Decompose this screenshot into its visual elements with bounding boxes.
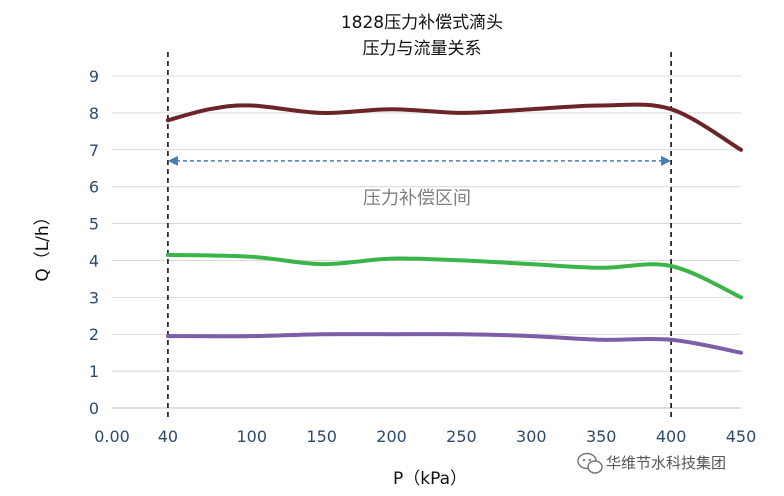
wechat-icon: [577, 452, 603, 474]
x-tick-label-400: 400: [656, 427, 687, 446]
x-tick-label-200: 200: [376, 427, 407, 446]
watermark-text: 华维节水科技集团: [606, 454, 726, 472]
y-tick-labels: 0 1 2 3 4 5 6 7 8 9: [89, 67, 99, 418]
y-tick-label-2: 2: [89, 325, 99, 344]
gridlines: [112, 75, 741, 409]
series-line-3: [165, 332, 743, 355]
series-lines: [165, 102, 743, 355]
x-tick-label-0.00: 0.00: [94, 427, 130, 446]
y-tick-label-8: 8: [89, 104, 99, 123]
y-tick-label-9: 9: [89, 67, 99, 86]
chart-title-line-1: 1828压力补偿式滴头: [341, 13, 503, 33]
range-arrow-head-right: [661, 155, 672, 166]
range-annotation-label: 压力补偿区间: [363, 188, 471, 209]
series-line-1: [165, 102, 743, 152]
y-tick-label-3: 3: [89, 288, 99, 307]
x-tick-label-450: 450: [726, 427, 757, 446]
y-tick-label-4: 4: [89, 251, 99, 270]
y-axis-label: Q（L/h）: [33, 208, 53, 281]
y-tick-label-7: 7: [89, 141, 99, 160]
y-tick-label-0: 0: [89, 399, 99, 418]
y-tick-label-5: 5: [89, 215, 99, 234]
compensation-range-annotation: 压力补偿区间: [167, 155, 672, 209]
x-tick-label-300: 300: [516, 427, 547, 446]
x-tick-label-100: 100: [237, 427, 268, 446]
y-tick-label-6: 6: [89, 178, 99, 197]
range-arrow-head-left: [167, 155, 178, 166]
x-axis-label: P（kPa）: [393, 469, 467, 489]
watermark: 华维节水科技集团: [577, 452, 726, 474]
y-tick-label-1: 1: [89, 362, 99, 381]
x-tick-label-250: 250: [446, 427, 477, 446]
x-tick-label-350: 350: [586, 427, 617, 446]
series-line-2: [165, 252, 743, 300]
x-tick-label-40: 40: [158, 427, 178, 446]
x-tick-labels: 0.00 40 100 150 200 250 300 350 400 450: [94, 427, 756, 446]
chart-title-line-2: 压力与流量关系: [363, 39, 482, 59]
x-tick-label-150: 150: [306, 427, 337, 446]
boundary-lines: [167, 52, 672, 418]
